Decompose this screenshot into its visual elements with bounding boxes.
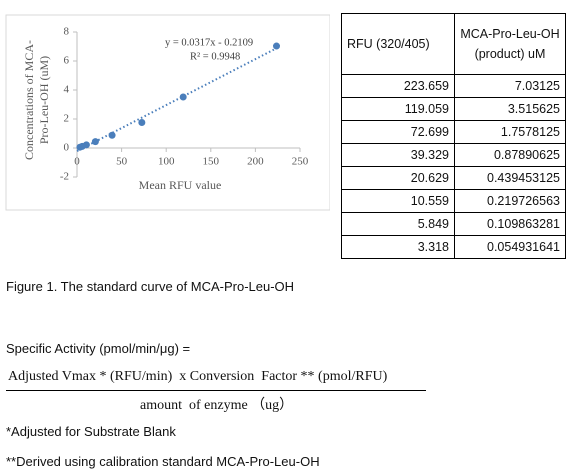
table-row: 119.059 3.515625 bbox=[341, 97, 566, 121]
table-cell: 20.629 bbox=[341, 166, 455, 190]
chart: Mean RFU value Concentrations of MCA- Pr… bbox=[5, 14, 330, 211]
point bbox=[76, 143, 84, 151]
y-tick-label: 8 bbox=[64, 26, 70, 38]
y-axis-title: Concentrations of MCA- bbox=[22, 40, 36, 160]
table-cell: 0.87890625 bbox=[454, 143, 566, 167]
header-cell: MCA-Pro-Leu-OH (product) uM bbox=[454, 13, 566, 75]
table-row: 3.318 0.054931641 bbox=[341, 235, 566, 259]
table-cell: 39.329 bbox=[341, 143, 455, 167]
point bbox=[273, 42, 281, 50]
table-row: 72.699 1.7578125 bbox=[341, 120, 566, 144]
y-tick-label: 6 bbox=[64, 55, 70, 67]
table-row: 5.849 0.109863281 bbox=[341, 212, 566, 236]
formula-denominator: amount of enzyme （ug） bbox=[140, 398, 294, 413]
note: **Derived using calibration standard MCA… bbox=[6, 454, 320, 469]
table-cell: 0.219726563 bbox=[454, 189, 566, 213]
table-row: 39.329 0.87890625 bbox=[341, 143, 566, 167]
point bbox=[138, 119, 146, 127]
data-table: RFU (320/405) MCA-Pro-Leu-OH (product) u… bbox=[341, 13, 566, 259]
x-tick-label: 100 bbox=[158, 156, 175, 168]
table-cell: 3.318 bbox=[341, 235, 455, 259]
table-cell: 5.849 bbox=[341, 212, 455, 236]
fraction-bar bbox=[6, 390, 426, 391]
x-tick-label: 200 bbox=[247, 156, 264, 168]
trendline-r2: R² = 0.9948 bbox=[190, 51, 240, 62]
y-tick-label: 2 bbox=[64, 113, 70, 125]
table-cell: 223.659 bbox=[341, 74, 455, 98]
caption: Figure 1. The standard curve of MCA-Pro-… bbox=[6, 279, 295, 294]
header-cell: RFU (320/405) bbox=[341, 13, 455, 75]
point bbox=[91, 138, 99, 146]
point bbox=[108, 131, 116, 139]
x-tick-label: 50 bbox=[116, 156, 128, 168]
table-row: 223.659 7.03125 bbox=[341, 74, 566, 98]
table-cell: 1.7578125 bbox=[454, 120, 566, 144]
y-axis-title: Pro-Leu-OH (uM) bbox=[37, 56, 51, 144]
table-cell: 72.699 bbox=[341, 120, 455, 144]
x-tick-label: 150 bbox=[203, 156, 220, 168]
y-tick-label: 0 bbox=[64, 142, 70, 154]
table-cell: 119.059 bbox=[341, 97, 455, 121]
table-cell: 0.054931641 bbox=[454, 235, 566, 259]
point bbox=[179, 93, 187, 101]
y-tick-label: 4 bbox=[64, 84, 70, 96]
x-tick-label: 250 bbox=[292, 156, 309, 168]
formula-numerator: Adjusted Vmax * (RFU/min) x Conversion F… bbox=[8, 369, 388, 384]
formula-intro: Specific Activity (pmol/min/μg) = bbox=[6, 341, 191, 356]
table-row: 20.629 0.439453125 bbox=[341, 166, 566, 190]
table-cell: 7.03125 bbox=[454, 74, 566, 98]
note: *Adjusted for Substrate Blank bbox=[6, 424, 176, 439]
table-cell: 3.515625 bbox=[454, 97, 566, 121]
header-row: RFU (320/405) MCA-Pro-Leu-OH (product) u… bbox=[341, 13, 566, 75]
x-axis-title: Mean RFU value bbox=[139, 178, 222, 192]
table-cell: 10.559 bbox=[341, 189, 455, 213]
x-tick-label: 0 bbox=[74, 156, 80, 168]
table-cell: 0.109863281 bbox=[454, 212, 566, 236]
trendline-equation: y = 0.0317x - 0.2109 bbox=[165, 37, 253, 48]
y-tick-label: -2 bbox=[60, 171, 69, 183]
table-cell: 0.439453125 bbox=[454, 166, 566, 190]
table-row: 10.559 0.219726563 bbox=[341, 189, 566, 213]
